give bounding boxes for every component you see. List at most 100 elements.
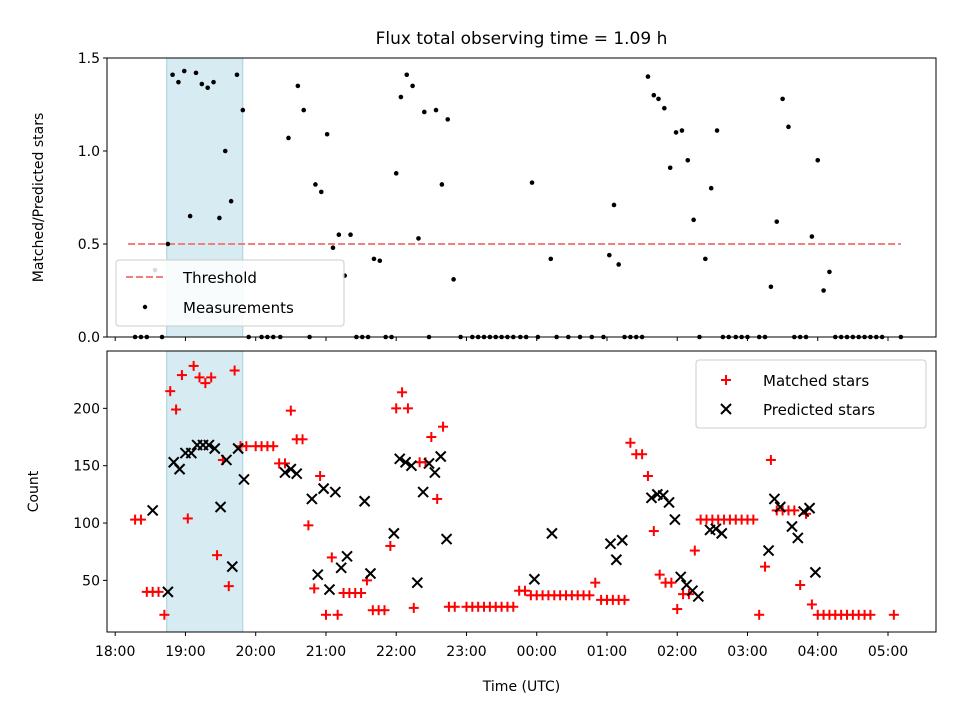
predicted-star-point-b	[792, 532, 804, 544]
predicted-star-point	[306, 493, 318, 505]
predicted-star-point-b	[616, 534, 628, 546]
measurement-point	[662, 105, 667, 111]
predicted-star-point-b	[173, 463, 186, 475]
matched-star-point	[200, 378, 211, 389]
measurement-point	[651, 92, 657, 98]
predicted-star-point-b	[364, 567, 377, 580]
legend: Threshold Measurements	[115, 259, 345, 327]
measurement-point	[286, 135, 291, 141]
predicted-star-point-b	[279, 466, 291, 479]
axes-frame	[106, 350, 937, 633]
legend-predicted-label: Predicted stars	[763, 401, 875, 419]
measurement-point	[827, 269, 832, 275]
measurement-point	[433, 107, 439, 113]
predicted-star-point	[616, 534, 628, 546]
matched-star-point	[888, 609, 899, 620]
predicted-star-point-b	[786, 520, 798, 533]
measurement-point	[815, 158, 821, 163]
predicted-star-point-b	[394, 453, 406, 465]
predicted-star-point-b	[675, 571, 687, 583]
predicted-star-point-b	[358, 495, 371, 507]
x-tick-label: 23:00	[446, 644, 486, 660]
predicted-star-point-b	[405, 459, 418, 472]
matched-star-point	[194, 372, 205, 383]
matched-star-point	[182, 513, 193, 524]
predicted-star-point	[290, 468, 303, 480]
predicted-star-point-b	[335, 562, 347, 574]
matched-star-point	[285, 405, 296, 416]
matched-star-point	[760, 561, 771, 572]
predicted-star-point	[786, 520, 798, 533]
matched-star-point	[432, 493, 443, 504]
legend-matched-label: Matched stars	[763, 372, 869, 390]
measurement-point	[439, 182, 445, 187]
matched-star-point	[320, 609, 331, 620]
predicted-star-point	[692, 590, 705, 603]
predicted-star-point-b	[429, 466, 441, 479]
predicted-star-point-b	[146, 504, 159, 517]
matched-star-point	[666, 577, 677, 588]
x-axis-label: Time (UTC)	[482, 679, 560, 695]
matched-star-point	[332, 609, 343, 620]
predicted-star-point	[214, 501, 227, 513]
predicted-star-point	[675, 571, 687, 583]
matched-star-point	[754, 609, 765, 620]
predicted-star-point	[669, 513, 681, 526]
predicted-star-point	[528, 573, 541, 585]
measurement-point	[234, 72, 240, 78]
predicted-star-point-b	[214, 501, 227, 513]
observing-window-span	[166, 350, 244, 633]
matched-star-point	[590, 577, 601, 588]
legend-box	[695, 359, 927, 429]
matched-star-point	[625, 437, 636, 448]
measurement-point	[821, 288, 826, 293]
matched-star-point	[689, 545, 700, 556]
predicted-star-point	[312, 568, 324, 581]
matched-star-point	[438, 421, 449, 432]
predicted-star-point	[146, 504, 159, 517]
predicted-star-point	[411, 576, 423, 589]
predicted-star-point-b	[651, 488, 664, 501]
matched-star-point	[865, 609, 876, 620]
measurement-point	[548, 256, 554, 262]
measurement-point	[416, 236, 421, 241]
predicted-star-point-b	[809, 566, 822, 579]
matched-star-point	[765, 454, 776, 465]
legend-threshold-label: Threshold	[182, 269, 257, 287]
matched-star-point	[520, 585, 531, 596]
predicted-star-point	[774, 501, 786, 513]
measurement-point	[318, 189, 324, 195]
flux-ratio-panel: 0.0 0.5 1.0 1.5 Flux total observing time =…	[31, 29, 937, 346]
measurement-point	[301, 107, 307, 113]
predicted-star-point	[399, 456, 412, 468]
predicted-star-point-b	[341, 550, 353, 563]
predicted-star-point-b	[220, 454, 233, 466]
matched-star-point	[315, 471, 326, 482]
matched-star-point	[268, 441, 279, 452]
predicted-star-point	[358, 495, 371, 507]
matched-star-point	[159, 609, 170, 620]
matched-star-point	[672, 604, 683, 615]
matched-star-point	[297, 434, 308, 445]
matched-star-point	[642, 471, 653, 482]
measurement-point	[240, 107, 246, 113]
y-tick-label: 1.5	[78, 51, 100, 67]
y-tick-label: 50	[82, 573, 100, 589]
matched-star-point	[637, 449, 648, 460]
predicted-star-point-b	[680, 579, 693, 591]
predicted-star-point-b	[185, 447, 198, 459]
matched-star-point	[795, 579, 806, 590]
y-tick-label: 200	[73, 401, 100, 417]
measurement-point	[393, 171, 399, 176]
matched-star-point	[241, 441, 252, 452]
predicted-star-point-b	[399, 456, 412, 468]
predicted-star-point	[226, 560, 238, 573]
predicted-star-point-b	[669, 513, 681, 526]
legend-predicted-swatch	[720, 403, 732, 415]
legend-measurement-label: Measurements	[183, 299, 294, 317]
measurement-point	[445, 117, 451, 122]
predicted-star-point-b	[285, 463, 297, 475]
matched-star-point	[385, 540, 396, 551]
measurement-point	[348, 232, 353, 237]
predicted-star-point-b	[657, 489, 669, 502]
